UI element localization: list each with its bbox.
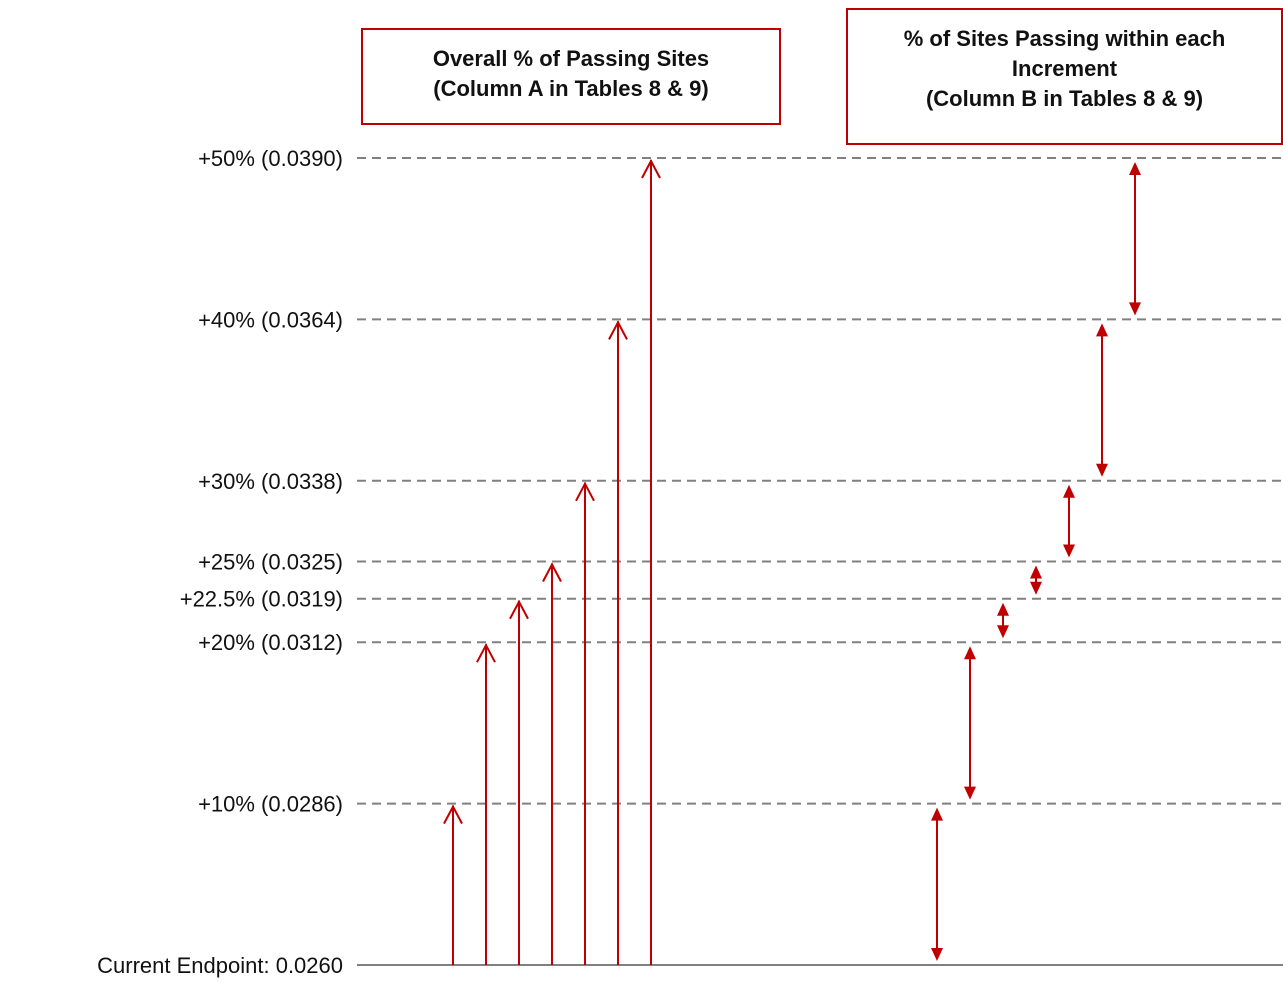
overall-arrow-5 — [575, 481, 595, 965]
baseline-label: Current Endpoint: 0.0260 — [97, 953, 343, 978]
increment-passing-callout-line1: % of Sites Passing within each — [903, 26, 1226, 51]
overall-arrow-2 — [476, 643, 496, 965]
increment-arrow-7 — [1129, 162, 1141, 316]
level-label-4: +25% (0.0325) — [198, 550, 343, 575]
overall-passing-callout: Overall % of Passing Sites (Column A in … — [361, 28, 781, 125]
level-label-2: +20% (0.0312) — [198, 630, 343, 655]
increment-passing-callout-line2: Increment — [1011, 56, 1118, 81]
increment-arrow-5 — [1063, 484, 1075, 558]
increment-arrow-6 — [1096, 323, 1108, 477]
baseline-group: Current Endpoint: 0.0260 — [97, 953, 1283, 978]
threshold-gridlines — [357, 157, 1283, 805]
overall-arrow-1 — [443, 804, 463, 965]
level-label-1: +10% (0.0286) — [198, 792, 343, 817]
increment-passing-callout-line3: (Column B in Tables 8 & 9) — [925, 86, 1204, 111]
level-label-3: +22.5% (0.0319) — [180, 587, 343, 612]
level-label-5: +30% (0.0338) — [198, 469, 343, 494]
overall-arrow-3 — [509, 599, 529, 965]
increment-passing-arrows — [931, 162, 1141, 961]
increment-arrow-3 — [997, 602, 1009, 639]
increment-passing-callout: % of Sites Passing within each Increment… — [846, 8, 1283, 145]
level-label-7: +50% (0.0390) — [198, 146, 343, 171]
overall-arrow-6 — [608, 320, 628, 965]
increment-arrow-4 — [1030, 565, 1042, 595]
overall-passing-arrows — [443, 158, 661, 965]
overall-passing-callout-line1: Overall % of Passing Sites — [432, 46, 710, 71]
increment-arrow-1 — [931, 807, 943, 961]
level-labels: +10% (0.0286) +20% (0.0312) +22.5% (0.0319… — [180, 146, 343, 817]
overall-arrow-7 — [641, 158, 661, 965]
overall-passing-callout-line2: (Column A in Tables 8 & 9) — [433, 76, 709, 101]
overall-arrow-4 — [542, 562, 562, 965]
level-label-6: +40% (0.0364) — [198, 307, 343, 332]
increment-arrow-2 — [964, 646, 976, 800]
